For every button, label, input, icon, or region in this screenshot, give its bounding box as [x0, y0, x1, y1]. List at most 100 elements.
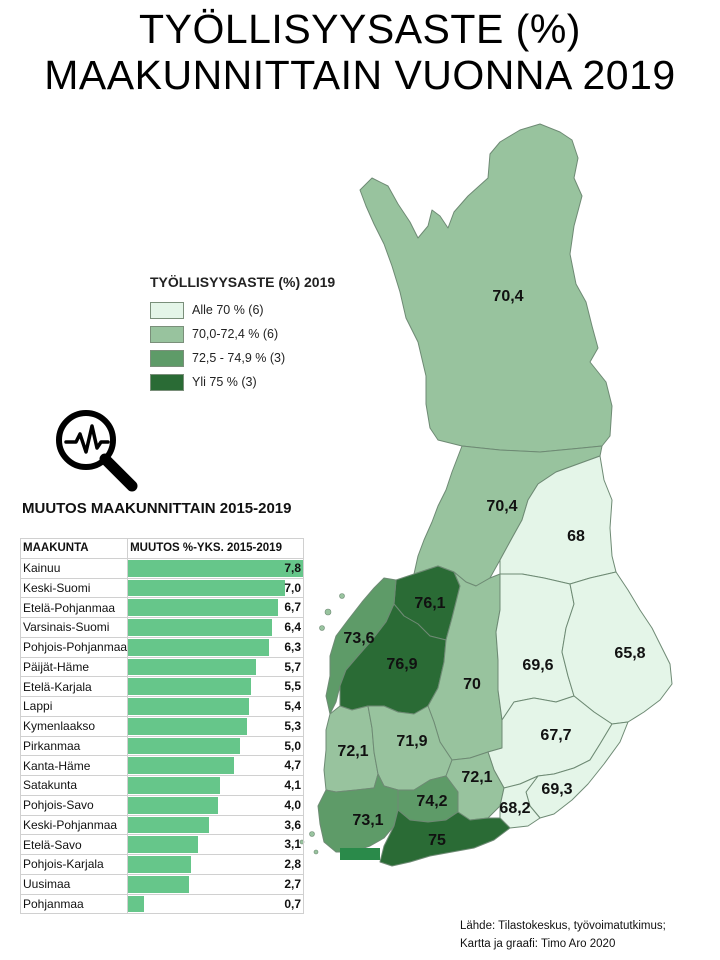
region-name-cell: Pohjois-Pohjanmaa [19, 636, 129, 658]
region-name-cell: Keski-Pohjanmaa [19, 814, 129, 836]
legend-swatch [150, 301, 184, 319]
change-bar-cell: 6,3 [127, 636, 305, 658]
change-value-label: 4,0 [284, 797, 302, 812]
change-value-label: 7,0 [284, 580, 302, 595]
map-label-etela-savo: 67,7 [540, 727, 571, 744]
change-bar-cell: 5,3 [127, 715, 305, 737]
map-label-pohjanmaa: 73,6 [343, 630, 374, 647]
map-label-keski-suomi: 70 [463, 676, 481, 693]
table-row: Keski-Suomi 7,0 [19, 577, 305, 599]
change-table-body: Kainuu 7,8 Keski-Suomi 7,0 Etelä-Pohjanmaa 6,… [19, 557, 305, 915]
change-bar [128, 658, 256, 676]
map-label-kainuu: 68 [567, 528, 585, 545]
legend-item: Yli 75 % (3) [150, 370, 390, 394]
change-bar [128, 599, 279, 616]
change-value-label: 5,3 [284, 718, 302, 733]
source-line-2: Kartta ja graafi: Timo Aro 2020 [460, 938, 616, 950]
region-pohjois-karjala[interactable] [561, 571, 673, 725]
change-bar [128, 619, 272, 636]
region-name-cell: Etelä-Pohjanmaa [19, 597, 129, 618]
map-label-keski-pohjanmaa: 76,1 [414, 595, 445, 612]
region-name-cell: Varsinais-Suomi [19, 617, 129, 638]
table-row: Kanta-Häme 4,7 [19, 755, 305, 776]
change-value-label: 5,0 [284, 738, 302, 753]
map-label-etela-pohjanmaa: 76,9 [386, 656, 417, 673]
map-legend: TYÖLLISYYSASTE (%) 2019 Alle 70 % (6) 70… [150, 274, 390, 394]
region-name-cell: Uusimaa [19, 873, 129, 895]
region-block-southwest [340, 848, 380, 860]
table-row: Satakunta 4,1 [19, 775, 305, 796]
change-value-label: 4,7 [284, 758, 302, 773]
table-row: Uusimaa 2,7 [19, 873, 305, 895]
legend-label: 72,5 - 74,9 % (3) [192, 351, 286, 365]
table-row: Etelä-Pohjanmaa 6,7 [19, 597, 305, 618]
legend-label: 70,0-72,4 % (6) [192, 327, 279, 341]
map-label-paijat-hame: 72,1 [461, 769, 492, 786]
region-name-cell: Kymenlaakso [19, 715, 129, 737]
change-bar-cell: 7,0 [127, 577, 305, 599]
table-row: Pirkanmaa 5,0 [19, 735, 305, 757]
table-row: Etelä-Karjala 5,5 [19, 676, 305, 697]
change-bar-cell: 4,1 [127, 775, 305, 796]
region-name-cell: Pirkanmaa [19, 735, 129, 757]
change-bar-cell: 4,0 [127, 794, 305, 816]
map-label-uusimaa: 75 [428, 832, 446, 849]
change-value-label: 0,7 [284, 896, 302, 911]
table-row: Varsinais-Suomi 6,4 [19, 617, 305, 638]
change-bar [128, 638, 270, 656]
change-value-label: 3,1 [284, 837, 302, 852]
region-name-cell: Kanta-Häme [19, 755, 129, 776]
change-bar-cell: 5,7 [127, 656, 305, 678]
legend-item: 72,5 - 74,9 % (3) [150, 346, 390, 370]
region-uusimaa[interactable] [379, 809, 511, 867]
region-lappi[interactable] [359, 123, 613, 453]
table-row: Pohjois-Karjala 2,8 [19, 854, 305, 875]
change-bar [128, 698, 250, 715]
change-bar [128, 737, 241, 755]
change-value-label: 2,7 [284, 876, 302, 891]
column-header-change: MUUTOS %-YKS. 2015-2019 [127, 538, 305, 559]
legend-label: Alle 70 % (6) [192, 303, 264, 317]
map-label-kanta-hame: 74,2 [416, 793, 447, 810]
island [309, 831, 315, 837]
island [319, 625, 325, 631]
legend-item: Alle 70 % (6) [150, 298, 390, 322]
island [339, 593, 345, 599]
legend-swatch [150, 373, 184, 391]
change-value-label: 5,7 [284, 659, 302, 674]
change-bar-cell: 2,7 [127, 873, 305, 895]
magnifier-pulse-icon [52, 408, 144, 492]
map-label-pirkanmaa: 71,9 [396, 733, 427, 750]
change-value-label: 4,1 [284, 778, 302, 792]
change-bar-cell: 4,7 [127, 755, 305, 776]
map-label-etela-karjala: 69,3 [541, 781, 572, 798]
change-table-title: MUUTOS MAAKUNNITTAIN 2015-2019 [22, 500, 292, 517]
table-row: Pohjois-Savo 4,0 [19, 794, 305, 816]
change-bar-cell: 7,8 [127, 557, 305, 579]
table-row: Päijät-Häme 5,7 [19, 656, 305, 678]
change-bar-cell: 5,4 [127, 696, 305, 717]
region-name-cell: Lappi [19, 696, 129, 717]
change-value-label: 6,3 [284, 639, 302, 654]
change-bar [128, 895, 144, 913]
change-bar-cell: 3,1 [127, 834, 305, 855]
change-bar [128, 777, 221, 794]
map-label-lappi: 70,4 [492, 288, 523, 305]
table-row: Pohjois-Pohjanmaa 6,3 [19, 636, 305, 658]
legend-item: 70,0-72,4 % (6) [150, 322, 390, 346]
region-name-cell: Päijät-Häme [19, 656, 129, 678]
table-row: Lappi 5,4 [19, 696, 305, 717]
change-value-label: 5,5 [284, 679, 302, 694]
change-bar [128, 757, 234, 774]
region-kymenlaakso[interactable] [499, 775, 541, 829]
title-line-1: TYÖLLISYYSASTE (%) [139, 6, 581, 52]
change-bar [128, 559, 304, 577]
map-label-satakunta: 72,1 [337, 743, 368, 760]
region-name-cell: Etelä-Savo [19, 834, 129, 855]
page-title: TYÖLLISYYSASTE (%) MAAKUNNITTAIN VUONNA … [0, 6, 720, 98]
map-label-varsinais-suomi: 73,1 [352, 812, 383, 829]
change-bar [128, 875, 189, 893]
map-label-pohjois-pohjanmaa: 70,4 [486, 498, 517, 515]
change-bar [128, 836, 198, 853]
legend-title: TYÖLLISYYSASTE (%) 2019 [150, 274, 336, 290]
